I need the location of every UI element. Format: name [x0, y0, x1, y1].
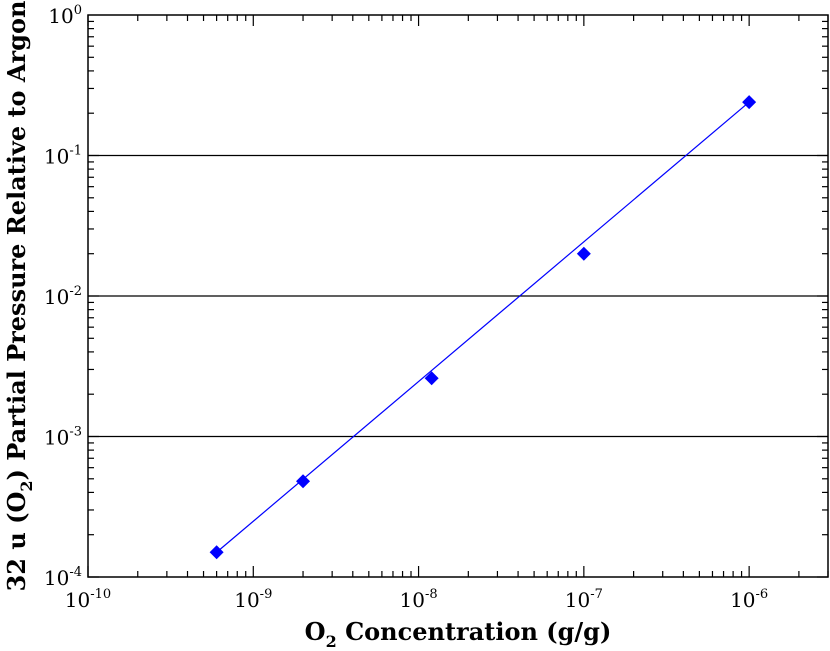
x-tick-label: 10-10 [65, 587, 111, 612]
data-point-diamond [742, 95, 757, 110]
x-tick-label: 10-8 [400, 587, 438, 612]
y-tick-label: 100 [48, 3, 82, 28]
x-axis-title: O2 Concentration (g/g) [305, 617, 612, 651]
x-tick-label: 10-6 [730, 587, 768, 612]
data-point-diamond [209, 545, 224, 560]
y-tick-label: 10-1 [44, 144, 82, 169]
y-axis-title: 32 u (O2) Partial Pressure Relative to A… [2, 1, 36, 592]
y-tick-label: 10-4 [44, 565, 82, 590]
data-point-diamond [576, 246, 591, 261]
x-tick-label: 10-7 [565, 587, 603, 612]
y-tick-label: 10-3 [44, 425, 82, 450]
x-tick-label: 10-9 [234, 587, 272, 612]
data-series [209, 95, 757, 560]
data-point-diamond [296, 474, 311, 489]
tick-labels: 10-10 10-9 10-8 10-7 10-6 10-4 10-3 10-2 10-1 100 [44, 3, 768, 612]
grid-lines [88, 154, 828, 438]
axis-ticks [87, 15, 829, 578]
y-tick-label: 10-2 [44, 284, 82, 309]
data-point-diamond [424, 371, 439, 386]
plot-frame [87, 14, 829, 578]
fit-line [216, 101, 750, 553]
